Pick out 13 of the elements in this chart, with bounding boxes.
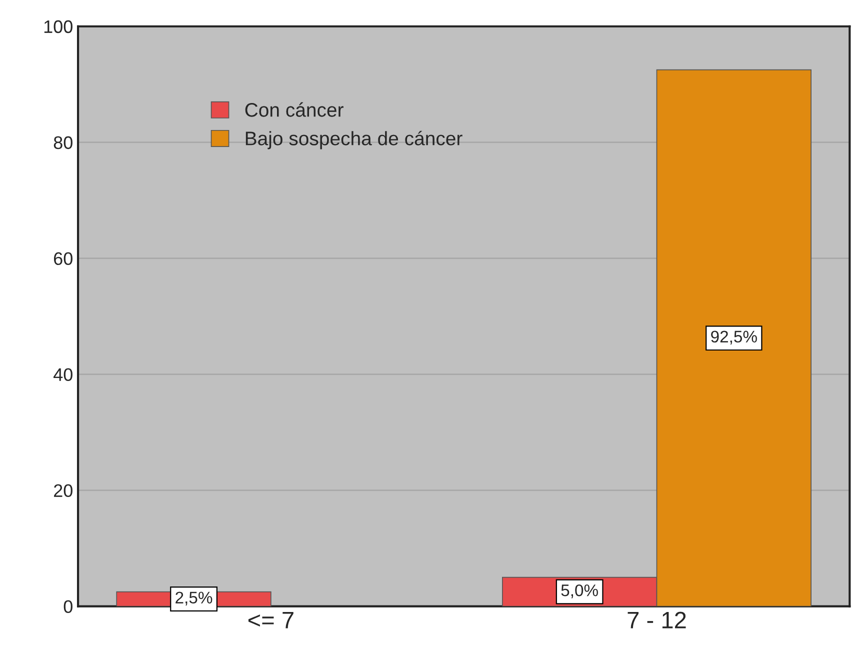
y-tick-label: 100	[44, 20, 72, 34]
x-tick-label: 7 - 12	[628, 612, 686, 628]
data-label: 92,5%	[711, 330, 757, 345]
x-tick-label: <= 7	[248, 612, 294, 628]
legend-label: Con cáncer	[245, 102, 344, 117]
data-label: 5,0%	[561, 584, 598, 598]
y-tick-label: 20	[54, 484, 72, 498]
data-label: 2,5%	[176, 592, 212, 606]
y-tick-label: 40	[54, 368, 72, 382]
y-tick-label: 60	[54, 252, 72, 266]
y-tick-label: 0	[64, 600, 72, 613]
legend-label: Bajo sospecha de cáncer	[246, 130, 462, 150]
y-tick-label: 80	[54, 136, 72, 150]
